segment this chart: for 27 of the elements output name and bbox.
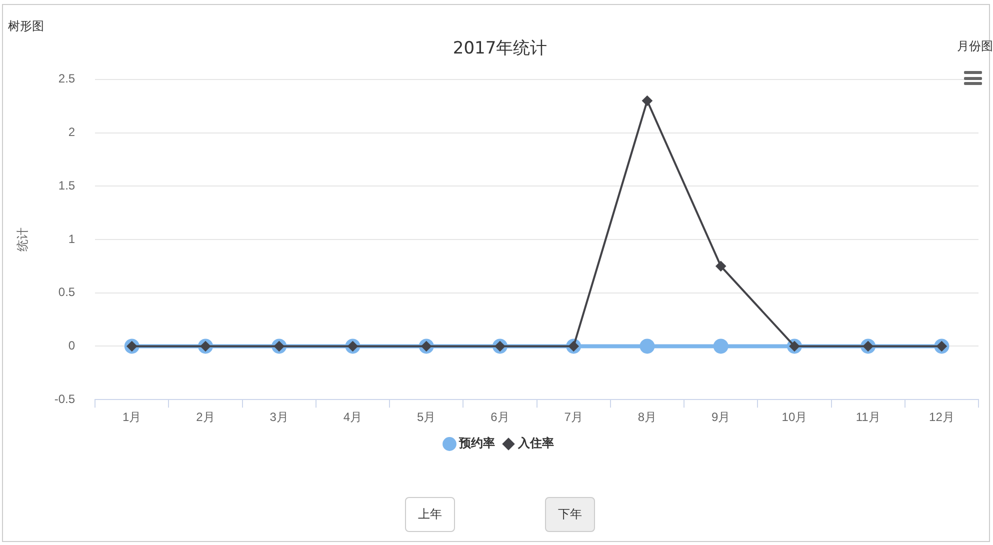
legend-label: 入住率 xyxy=(517,436,554,450)
x-tick-label: 5月 xyxy=(417,410,436,424)
x-tick-label: 2月 xyxy=(196,410,215,424)
text: 月份图 xyxy=(957,38,993,55)
x-tick-label: 8月 xyxy=(638,410,657,424)
y-tick-label: 0.5 xyxy=(58,285,76,300)
text: 树形图 xyxy=(8,18,44,35)
legend-label: 预约率 xyxy=(458,436,495,450)
x-tick-label: 7月 xyxy=(564,410,583,424)
x-tick-label: 9月 xyxy=(711,410,730,424)
text: 上年 xyxy=(405,497,455,532)
y-axis-title: 统计 xyxy=(16,228,30,252)
x-tick-label: 1月 xyxy=(122,410,142,424)
x-tick-label: 3月 xyxy=(270,410,288,424)
y-tick-label: 1.5 xyxy=(58,178,76,192)
text: 下年 xyxy=(545,497,595,532)
x-tick-label: 6月 xyxy=(490,410,510,424)
y-tick-label: -0.5 xyxy=(54,392,76,406)
x-tick-label: 10月 xyxy=(782,410,808,424)
y-tick-label: 1 xyxy=(68,232,76,246)
y-tick-label: 2 xyxy=(68,125,76,140)
y-tick-label: 0 xyxy=(68,338,76,353)
x-tick-label: 12月 xyxy=(929,410,954,424)
x-tick-label: 11月 xyxy=(856,410,880,424)
y-tick-label: 2.5 xyxy=(58,72,76,86)
chart-title: 2017年统计 xyxy=(452,38,548,59)
x-tick-label: 4月 xyxy=(343,410,362,424)
